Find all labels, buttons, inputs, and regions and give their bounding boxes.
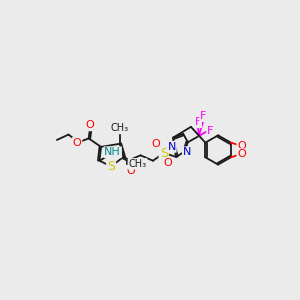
Text: N: N xyxy=(167,142,176,152)
Text: F: F xyxy=(195,117,201,127)
Text: O: O xyxy=(163,158,172,168)
Text: O: O xyxy=(86,120,94,130)
Text: O: O xyxy=(152,139,161,149)
Text: S: S xyxy=(107,160,115,173)
Text: O: O xyxy=(237,149,246,159)
Text: O: O xyxy=(73,138,81,148)
Text: O: O xyxy=(126,166,135,176)
Text: CH₃: CH₃ xyxy=(111,123,129,134)
Text: F: F xyxy=(207,126,214,136)
Text: F: F xyxy=(200,111,206,121)
Text: CH₃: CH₃ xyxy=(128,159,146,169)
Text: N: N xyxy=(183,147,191,157)
Text: NH: NH xyxy=(104,147,121,157)
Text: S: S xyxy=(160,146,168,160)
Text: O: O xyxy=(237,141,246,151)
